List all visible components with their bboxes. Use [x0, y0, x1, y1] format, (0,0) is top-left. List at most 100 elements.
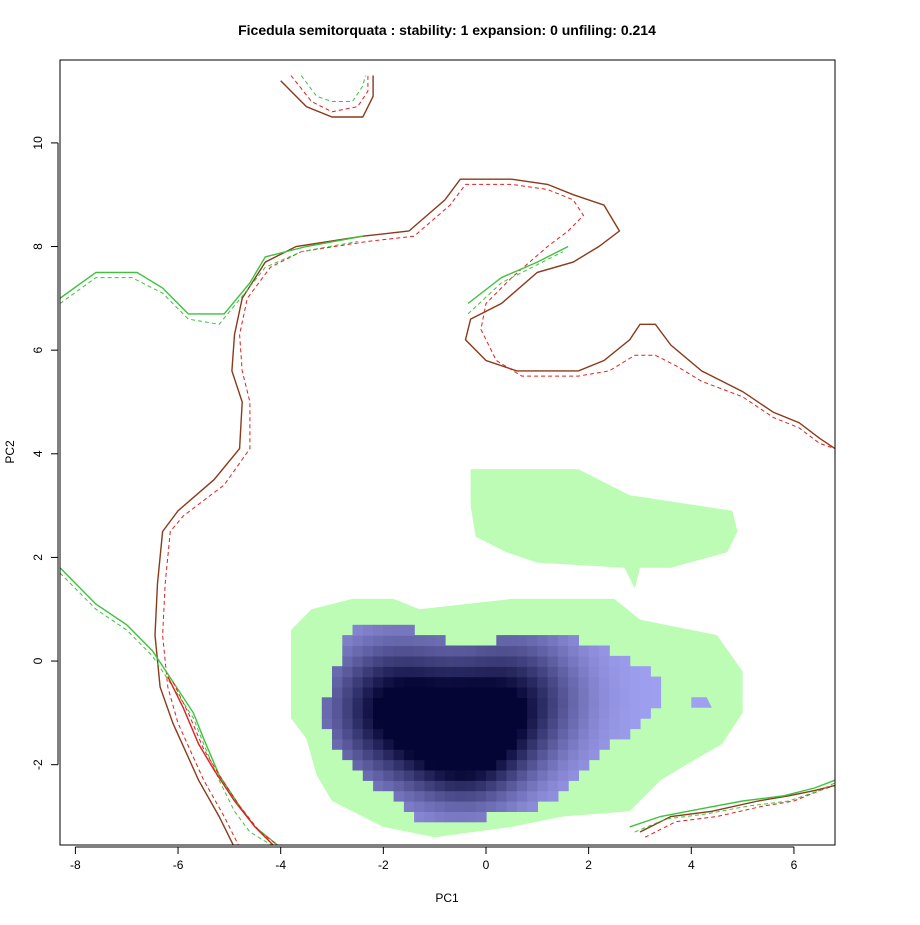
density-cell [547, 718, 559, 730]
density-cell [352, 655, 364, 667]
density-cell [506, 801, 518, 812]
density-cell [434, 790, 446, 802]
density-cell [598, 707, 610, 719]
density-cell [527, 728, 538, 740]
density-cell [557, 718, 569, 730]
density-cell [609, 697, 621, 709]
density-cell [598, 687, 610, 698]
density-cell [506, 666, 518, 678]
density-cell [506, 687, 518, 698]
density-cell [496, 780, 508, 792]
density-cell [352, 666, 364, 678]
density-cell [403, 635, 415, 647]
density-cell [383, 718, 395, 730]
density-cell [342, 728, 354, 740]
density-cell [414, 769, 425, 781]
density-cell [414, 697, 425, 709]
y-axis-label: PC2 [3, 440, 17, 464]
density-cell [588, 645, 600, 657]
density-cell [424, 687, 436, 698]
density-cell [640, 676, 651, 688]
density-cell [403, 687, 415, 698]
density-cell [496, 707, 508, 719]
density-cell [332, 738, 343, 750]
density-cell [486, 697, 497, 709]
density-cell [465, 697, 477, 709]
density-cell [578, 666, 590, 678]
density-cell [578, 738, 590, 750]
y-tick-label: 10 [31, 136, 45, 150]
density-cell [557, 769, 569, 781]
density-cell [486, 687, 497, 698]
density-cell [414, 635, 425, 647]
invaded-solid-left-contour [60, 235, 363, 315]
density-cell [506, 749, 518, 761]
density-cell [547, 687, 559, 698]
density-cell [557, 635, 569, 647]
density-cell [455, 676, 467, 688]
density-cell [393, 738, 405, 750]
density-cell [547, 790, 559, 802]
density-cell [516, 697, 528, 709]
density-cell [434, 676, 446, 688]
density-cell [578, 645, 590, 657]
density-cell [342, 676, 354, 688]
density-cell [506, 728, 518, 740]
density-cell [373, 780, 384, 792]
native-dashed-main-contour [162, 183, 835, 845]
density-cell [516, 635, 528, 647]
density-cell [383, 707, 395, 719]
density-cell [496, 759, 508, 771]
density-cell [414, 780, 425, 792]
density-cell [455, 790, 467, 802]
density-cell [609, 655, 621, 667]
density-cell [414, 707, 425, 719]
density-cell [455, 718, 467, 730]
density-cell [496, 645, 508, 657]
density-cell [444, 645, 456, 657]
density-cell [527, 635, 538, 647]
density-cell [373, 738, 384, 750]
density-cell [332, 728, 343, 740]
density-cell [640, 687, 651, 698]
density-cell [496, 749, 508, 761]
density-cell [362, 728, 374, 740]
density-cell [629, 718, 641, 730]
density-cell [527, 707, 538, 719]
density-cell [383, 738, 395, 750]
density-cell [547, 780, 559, 792]
density-cell [588, 666, 600, 678]
density-cell [383, 635, 395, 647]
density-cell [588, 676, 600, 688]
density-cell [496, 718, 508, 730]
density-cell [362, 759, 374, 771]
density-cell [465, 759, 477, 771]
density-cell [475, 697, 487, 709]
density-cell [527, 769, 538, 781]
density-cell [568, 666, 579, 678]
density-cell [414, 728, 425, 740]
density-cell [362, 749, 374, 761]
density-cell [465, 707, 477, 719]
density-cell [434, 749, 446, 761]
density-cell [383, 728, 395, 740]
density-cell [506, 655, 518, 667]
density-cell [547, 707, 559, 719]
density-cell [465, 780, 477, 792]
density-cell [362, 738, 374, 750]
density-cell [352, 645, 364, 657]
density-cell [362, 769, 374, 781]
native-solid-main-contour [154, 178, 835, 845]
plot-frame [59, 59, 836, 846]
density-cell [537, 635, 549, 647]
density-cell [393, 687, 405, 698]
density-cell [537, 780, 549, 792]
density-cell [393, 749, 405, 761]
invaded-lower-left-solid-contour [60, 567, 279, 845]
density-cell [598, 697, 610, 709]
density-cell [332, 666, 343, 678]
density-cell [434, 738, 446, 750]
density-cell [486, 707, 497, 719]
density-cell [527, 738, 538, 750]
